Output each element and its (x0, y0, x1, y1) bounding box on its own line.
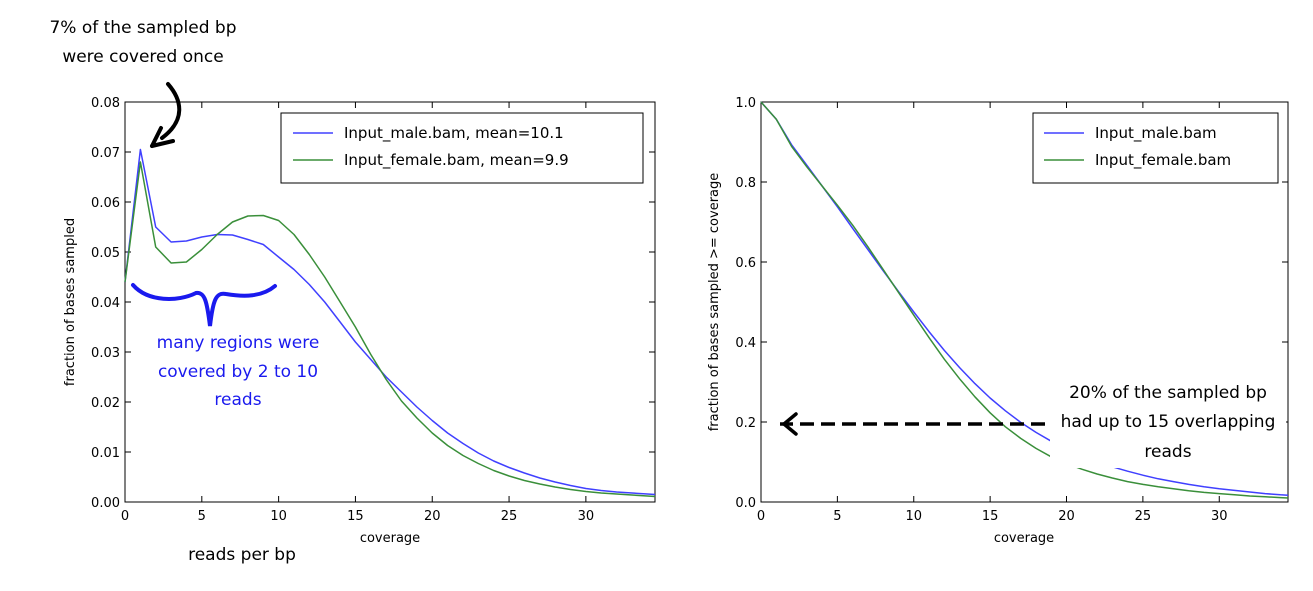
c2-x-tick-label: 5 (833, 509, 841, 524)
coverage-histogram-chart: 0 5 10 15 20 25 30 0.000.010.020.030.040.050.0… (49, 18, 656, 565)
legend-box-1 (280, 112, 644, 184)
annotation-middle-line1: many regions were (157, 333, 320, 353)
c1-x-tick-label: 5 (198, 509, 206, 524)
x-axis-label-1: coverage (360, 531, 420, 546)
c1-y-tick-label: 0.04 (91, 296, 120, 311)
annotation-middle-line3: reads (214, 390, 261, 410)
annotation-middle-line2: covered by 2 to 10 (158, 362, 318, 382)
c1-x-tick-label: 30 (578, 509, 595, 524)
c2-y-tick-label: 0.6 (735, 256, 756, 271)
c2-x-tick-label: 30 (1211, 509, 1228, 524)
coverage-cumulative-chart: 0 5 10 15 20 25 30 0.0 0.2 0.4 0.6 0.8 1.0 coverage… (707, 96, 1289, 546)
x-axis-ticks-1: 0 5 10 15 20 25 30 (121, 102, 594, 524)
y-axis-label-1: fraction of bases sampled (63, 218, 78, 386)
annotation-note-bg (1050, 378, 1286, 468)
legend-entry-male-2: Input_male.bam (1095, 124, 1217, 143)
annotation-brace (131, 283, 277, 327)
legend-1: Input_male.bam, mean=10.1 Input_female.b… (280, 112, 644, 184)
c1-y-tick-label: 0.03 (91, 346, 120, 361)
c1-x-tick-label: 15 (347, 509, 364, 524)
legend-entry-female-2: Input_female.bam (1095, 151, 1231, 170)
series-lines-1 (124, 148, 656, 498)
legend-entry-female-1: Input_female.bam, mean=9.9 (344, 151, 569, 170)
c1-y-tick-label: 0.01 (91, 446, 120, 461)
c2-y-tick-label: 0.8 (735, 176, 756, 191)
series-lines-2 (760, 101, 1289, 499)
c1-y-tick-label: 0.06 (91, 196, 120, 211)
annotation-arrowhead-2 (782, 412, 798, 436)
c2-x-tick-label: 25 (1135, 509, 1152, 524)
c2-y-tick-label: 1.0 (735, 96, 756, 111)
legend-box-2 (1032, 112, 1279, 184)
c1-y-tick-label: 0.00 (91, 496, 120, 511)
y-axis-ticks-1: 0.00 0.01 0.02 0.03 0.04 0.05 0.06 0.07 0.08 (91, 96, 655, 511)
annotation-bottom: reads per bp (188, 545, 296, 565)
c2-x-tick-label: 15 (982, 509, 999, 524)
c2-x-tick-label: 10 (905, 509, 922, 524)
c1-x-tick-label: 25 (501, 509, 518, 524)
plot-frame-2 (760, 101, 1289, 503)
c1-y-tick-label: 0.08 (91, 96, 120, 111)
c1-x-tick-label: 10 (270, 509, 287, 524)
annotation-top-line1: 7% of the sampled bp (49, 18, 236, 38)
c2-y-tick-label: 0.0 (735, 496, 756, 511)
c2-x-tick-label: 0 (757, 509, 765, 524)
annotation-arrow-curved (160, 82, 182, 140)
c2-series-line-1 (760, 101, 1289, 499)
c2-y-tick-label: 0.4 (735, 336, 756, 351)
c2-series-line-0 (760, 101, 1289, 496)
annotation-top-line2: were covered once (62, 47, 223, 67)
legend-2: Input_male.bam Input_female.bam (1032, 112, 1279, 184)
annotation-note-line3: reads (1144, 442, 1191, 462)
annotation-note-line1: 20% of the sampled bp (1069, 383, 1267, 403)
y-axis-label-2: fraction of bases sampled >= coverage (707, 173, 722, 432)
y-axis-ticks-2: 0.0 0.2 0.4 0.6 0.8 1.0 (735, 96, 1288, 511)
c1-x-tick-label: 0 (121, 509, 129, 524)
c1-y-tick-label: 0.02 (91, 396, 120, 411)
c1-series-line-0 (124, 148, 656, 496)
annotation-note-line2: had up to 15 overlapping (1061, 412, 1276, 432)
x-axis-label-2: coverage (994, 531, 1054, 546)
x-axis-ticks-2: 0 5 10 15 20 25 30 (757, 102, 1228, 524)
c2-x-tick-label: 20 (1058, 509, 1075, 524)
c1-y-tick-label: 0.07 (91, 146, 120, 161)
c1-series-line-1 (124, 161, 656, 498)
c1-x-tick-label: 20 (424, 509, 441, 524)
c1-y-tick-label: 0.05 (91, 246, 120, 261)
c2-y-tick-label: 0.2 (735, 416, 756, 431)
annotation-arrowhead (150, 126, 175, 148)
legend-entry-male-1: Input_male.bam, mean=10.1 (344, 124, 564, 143)
